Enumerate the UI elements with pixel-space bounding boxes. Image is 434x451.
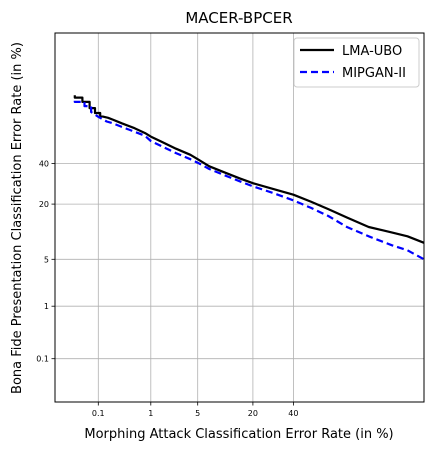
plot-lines bbox=[73, 95, 425, 261]
x-axis-label: Morphing Attack Classification Error Rat… bbox=[84, 427, 393, 442]
series-line-lma-ubo bbox=[73, 95, 425, 244]
plot-frame bbox=[54, 32, 425, 403]
y-tick-label-0-1: 0.1 bbox=[36, 355, 49, 364]
x-tick-label-1: 1 bbox=[148, 409, 153, 418]
grid bbox=[55, 33, 424, 402]
ticks: 0.1 1 5 20 40 0.1 1 5 20 40 bbox=[36, 160, 298, 418]
x-tick-label-20: 20 bbox=[248, 409, 258, 418]
y-tick-label-20: 20 bbox=[39, 200, 49, 209]
y-tick-label-1: 1 bbox=[44, 302, 49, 311]
series-line-mipgan-ii bbox=[73, 100, 425, 261]
legend-label-lma-ubo: LMA-UBO bbox=[342, 44, 402, 59]
y-tick-label-5: 5 bbox=[44, 255, 49, 264]
x-tick-label-40: 40 bbox=[288, 409, 298, 418]
x-tick-label-0-1: 0.1 bbox=[92, 409, 105, 418]
chart-title: MACER-BPCER bbox=[185, 9, 292, 27]
y-axis-label: Bona Fide Presentation Classification Er… bbox=[10, 42, 25, 394]
legend-label-mipgan-ii: MIPGAN-II bbox=[342, 66, 406, 81]
x-tick-label-5: 5 bbox=[195, 409, 200, 418]
legend: LMA-UBO MIPGAN-II bbox=[293, 37, 420, 88]
y-tick-label-40: 40 bbox=[39, 160, 49, 169]
